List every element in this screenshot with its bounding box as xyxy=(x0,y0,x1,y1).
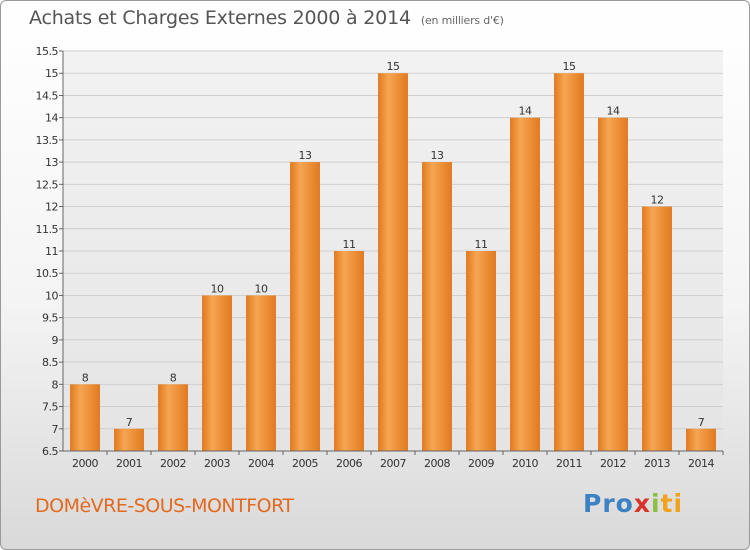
logo-part-ti: ti xyxy=(660,489,684,518)
bar-2008[interactable] xyxy=(422,162,452,451)
bar-2009[interactable] xyxy=(466,251,496,451)
data-labels: 8 7 8 10 10 13 11 15 13 11 14 15 14 12 7 xyxy=(82,60,706,429)
x-tick-label: 2008 xyxy=(424,457,450,470)
y-tick-label: 7.5 xyxy=(42,401,58,414)
y-axis-labels: 6.5 7 7.5 8 8.5 9 9.5 10 10.5 11 11.5 12 12.5 13 13.5 1… xyxy=(36,45,60,458)
data-label: 10 xyxy=(255,282,268,295)
y-tick-label: 11 xyxy=(45,245,58,258)
x-tick-label: 2012 xyxy=(600,457,626,470)
data-label: 7 xyxy=(126,416,133,429)
y-tick-label: 9 xyxy=(52,334,59,347)
bar-2001[interactable] xyxy=(114,428,144,451)
y-tick-label: 15.5 xyxy=(36,45,59,58)
bar-2004[interactable] xyxy=(246,295,276,451)
y-tick-label: 15 xyxy=(45,67,58,80)
data-label: 11 xyxy=(475,238,488,251)
bar-2003[interactable] xyxy=(202,295,232,451)
bar-2007[interactable] xyxy=(378,73,408,451)
bar-2000[interactable] xyxy=(70,384,100,451)
data-label: 11 xyxy=(343,238,356,251)
x-tick-label: 2002 xyxy=(160,457,186,470)
y-tick-label: 10.5 xyxy=(36,267,59,280)
x-axis-labels: 2000 2001 2002 2003 2004 2005 2006 2007 2008 2009… xyxy=(72,451,724,470)
x-tick-label: 2004 xyxy=(248,457,274,470)
chart-subtitle: (en milliers d'€) xyxy=(420,14,504,27)
bars xyxy=(70,73,716,452)
y-tick-label: 12.5 xyxy=(36,178,59,191)
x-tick-label: 2001 xyxy=(116,457,142,470)
x-tick-label: 2009 xyxy=(468,457,494,470)
bar-2011[interactable] xyxy=(554,73,584,451)
data-label: 10 xyxy=(211,282,224,295)
x-tick-label: 2007 xyxy=(380,457,406,470)
x-tick-label: 2011 xyxy=(556,457,582,470)
data-label: 8 xyxy=(82,371,89,384)
y-tick-label: 6.5 xyxy=(42,445,58,458)
x-tick-label: 2013 xyxy=(644,457,670,470)
bar-2014[interactable] xyxy=(686,428,716,451)
y-tick-label: 10 xyxy=(45,289,58,302)
y-tick-label: 8 xyxy=(52,378,59,391)
y-tick-label: 13.5 xyxy=(36,134,59,147)
proxiti-logo[interactable]: Proxiti xyxy=(583,489,683,518)
x-tick-label: 2010 xyxy=(512,457,538,470)
x-tick-label: 2014 xyxy=(688,457,714,470)
bar-2012[interactable] xyxy=(598,117,628,452)
bar-2013[interactable] xyxy=(642,206,672,451)
y-tick-label: 13 xyxy=(45,156,58,169)
data-label: 14 xyxy=(519,105,532,118)
y-tick-label: 11.5 xyxy=(36,223,59,236)
y-tick-label: 7 xyxy=(52,423,59,436)
x-tick-label: 2000 xyxy=(72,457,98,470)
chart-title-text: Achats et Charges Externes 2000 à 2014 xyxy=(29,7,411,29)
logo-part-x: x xyxy=(633,489,651,518)
data-label: 7 xyxy=(698,416,705,429)
data-label: 13 xyxy=(299,149,312,162)
bar-2006[interactable] xyxy=(334,251,364,451)
data-label: 8 xyxy=(170,371,177,384)
commune-name: DOMèVRE-SOUS-MONTFORT xyxy=(35,495,294,517)
data-label: 15 xyxy=(387,60,400,73)
y-tick-label: 14.5 xyxy=(36,89,59,102)
y-tick-label: 8.5 xyxy=(42,356,58,369)
data-label: 12 xyxy=(651,194,664,207)
bar-2010[interactable] xyxy=(510,117,540,452)
logo-part-pro: Pro xyxy=(583,489,634,518)
logo-part-i: i xyxy=(650,489,661,518)
x-tick-label: 2003 xyxy=(204,457,230,470)
y-tick-label: 12 xyxy=(45,201,58,214)
bar-2002[interactable] xyxy=(158,384,188,451)
bar-2005[interactable] xyxy=(290,162,320,451)
y-tick-label: 9.5 xyxy=(42,312,58,325)
x-tick-label: 2005 xyxy=(292,457,318,470)
data-label: 13 xyxy=(431,149,444,162)
data-label: 15 xyxy=(563,60,576,73)
y-tick-label: 14 xyxy=(45,112,58,125)
data-label: 14 xyxy=(607,105,620,118)
x-tick-label: 2006 xyxy=(336,457,362,470)
chart-title: Achats et Charges Externes 2000 à 2014 (e… xyxy=(29,7,504,29)
